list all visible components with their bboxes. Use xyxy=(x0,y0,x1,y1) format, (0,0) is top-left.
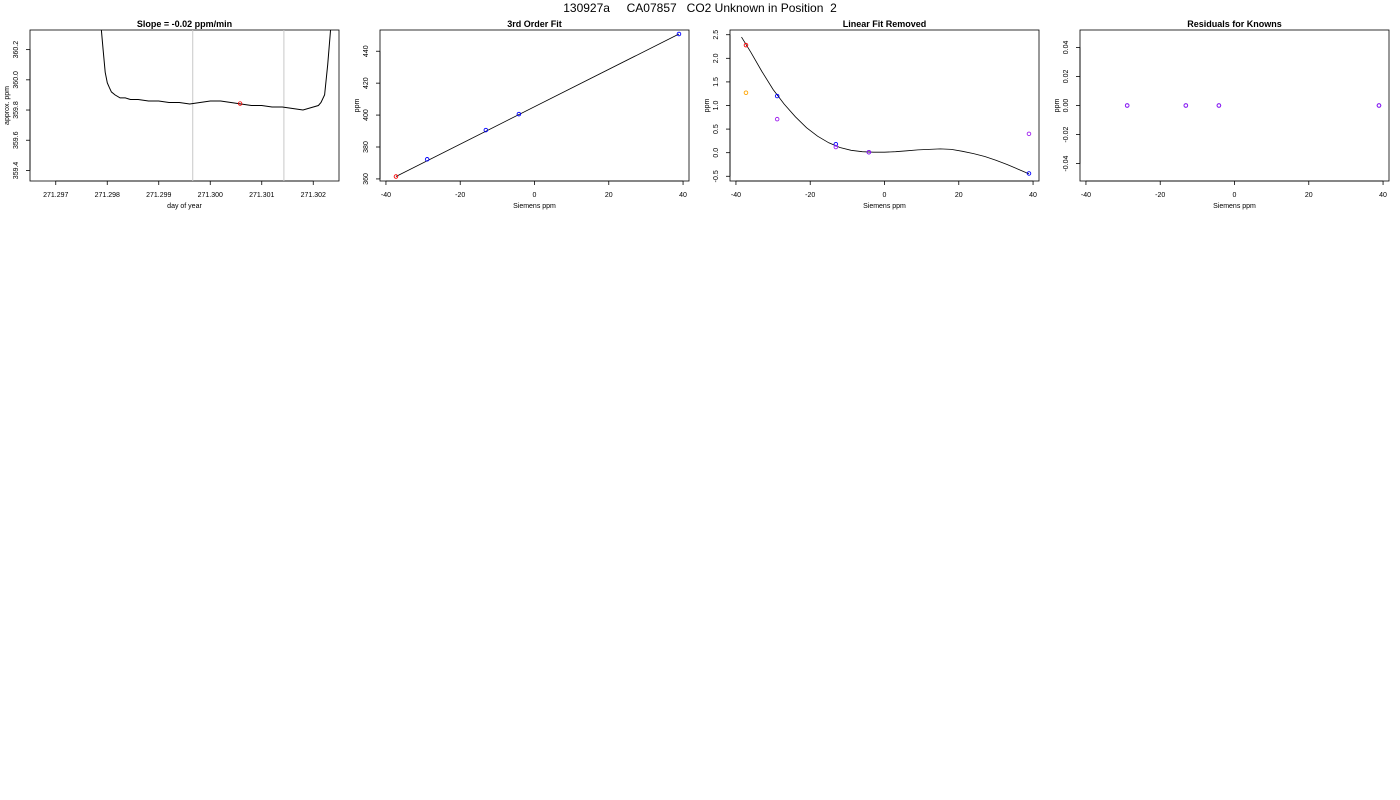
x-tick-label: 20 xyxy=(955,192,963,199)
fit-curve xyxy=(741,36,1030,175)
data-marker xyxy=(237,101,243,106)
x-tick-label: -20 xyxy=(455,192,465,199)
data-point xyxy=(866,149,872,155)
chart-title: Slope = -0.02 ppm/min xyxy=(137,19,232,29)
data-point xyxy=(774,93,780,99)
y-tick-label: 360.0 xyxy=(13,71,20,89)
plot-frame xyxy=(729,29,1040,182)
y-tick-label: 359.4 xyxy=(13,162,20,180)
plot-frame xyxy=(29,29,340,182)
plot-area xyxy=(100,30,332,181)
plot-area xyxy=(741,36,1030,175)
third-order-fit-chart: 3rd Order Fit -40 -20 0 20 40 Siemens ppm 360 38… xyxy=(354,19,690,210)
y-tick-label: 400 xyxy=(363,109,370,121)
data-point xyxy=(393,174,399,179)
data-point xyxy=(743,90,749,96)
x-tick-label: -40 xyxy=(731,192,741,199)
y-tick-label: 0.02 xyxy=(1063,70,1070,84)
x-tick-label: 271.300 xyxy=(198,192,223,199)
y-tick-label: 359.8 xyxy=(13,101,20,119)
y-axis-label: ppm xyxy=(704,99,711,113)
slope-chart: Slope = -0.02 ppm/min 271.297 271.298 271.2… xyxy=(4,19,340,210)
data-point xyxy=(676,31,682,37)
x-tick-label: 40 xyxy=(1029,192,1037,199)
y-tick-label: 360 xyxy=(363,173,370,185)
x-axis-label: Siemens ppm xyxy=(513,203,556,210)
x-tick-label: -20 xyxy=(1155,192,1165,199)
y-tick-label: -0.04 xyxy=(1063,155,1070,171)
x-tick-label: 20 xyxy=(1305,192,1313,199)
y-tick-label: 440 xyxy=(363,45,370,57)
chart-title: 3rd Order Fit xyxy=(507,19,562,29)
data-point xyxy=(1026,131,1032,137)
y-tick-label: 359.6 xyxy=(13,131,20,149)
y-tick-label: 2.0 xyxy=(713,53,720,63)
chart-title: Residuals for Knowns xyxy=(1187,19,1282,29)
data-point xyxy=(833,141,839,147)
x-tick-label: 271.301 xyxy=(249,192,274,199)
x-tick-label: -20 xyxy=(805,192,815,199)
x-tick-label: 271.298 xyxy=(95,192,120,199)
y-axis-label: approx. ppm xyxy=(4,86,11,125)
data-point xyxy=(1183,103,1189,108)
x-tick-label: 0 xyxy=(533,192,537,199)
data-point xyxy=(1124,103,1130,108)
data-point xyxy=(833,144,839,150)
x-axis-label: Siemens ppm xyxy=(1213,203,1256,210)
y-axis-label: ppm xyxy=(1054,99,1061,113)
x-tick-label: 20 xyxy=(605,192,613,199)
y-tick-label: 0.00 xyxy=(1063,99,1070,113)
fit-line xyxy=(395,33,680,177)
residuals-chart: Residuals for Knowns -40 -20 0 20 40 Siemens p… xyxy=(1054,19,1390,210)
x-tick-label: 271.299 xyxy=(146,192,171,199)
data-point xyxy=(1216,103,1222,108)
linear-fit-removed-chart: Linear Fit Removed -40 -20 0 20 40 Siemens ppm… xyxy=(704,19,1040,210)
y-axis-label: ppm xyxy=(354,99,361,113)
x-tick-label: 0 xyxy=(1233,192,1237,199)
data-point xyxy=(774,116,780,122)
y-tick-label: -0.5 xyxy=(713,170,720,182)
y-tick-label: -0.02 xyxy=(1063,126,1070,142)
data-point xyxy=(483,127,489,133)
data-point xyxy=(1026,171,1032,176)
x-tick-label: 0 xyxy=(883,192,887,199)
x-tick-label: 271.297 xyxy=(43,192,68,199)
x-tick-label: 40 xyxy=(1379,192,1387,199)
plot-frame xyxy=(1079,29,1390,182)
x-tick-label: -40 xyxy=(1081,192,1091,199)
data-point xyxy=(516,111,522,117)
chart-title: Linear Fit Removed xyxy=(843,19,927,29)
plot-area xyxy=(395,33,680,177)
series-line xyxy=(100,30,332,111)
x-tick-label: 40 xyxy=(679,192,687,199)
y-tick-label: 1.5 xyxy=(713,77,720,87)
y-tick-label: 0.0 xyxy=(713,148,720,158)
x-tick-label: -40 xyxy=(381,192,391,199)
y-tick-label: 380 xyxy=(363,141,370,153)
x-tick-label: 271.302 xyxy=(301,192,326,199)
y-tick-label: 420 xyxy=(363,77,370,89)
y-tick-label: 0.5 xyxy=(713,124,720,134)
x-axis-label: Siemens ppm xyxy=(863,203,906,210)
y-tick-label: 2.5 xyxy=(713,30,720,40)
y-tick-label: 360.2 xyxy=(13,41,20,59)
data-point xyxy=(424,157,430,162)
x-axis-label: day of year xyxy=(167,203,202,210)
data-point xyxy=(1376,103,1382,108)
y-tick-label: 1.0 xyxy=(713,101,720,111)
page-title: 130927a CA07857 CO2 Unknown in Position … xyxy=(563,1,837,15)
data-point xyxy=(743,42,749,48)
y-tick-label: 0.04 xyxy=(1063,41,1070,55)
